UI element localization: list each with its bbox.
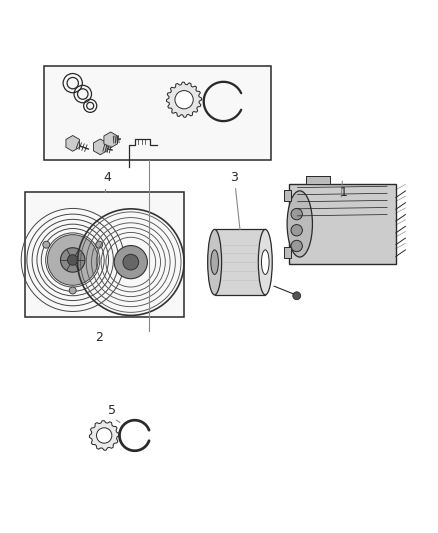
Circle shape xyxy=(69,287,76,294)
Bar xyxy=(215,229,265,295)
Polygon shape xyxy=(89,421,119,450)
Ellipse shape xyxy=(208,229,222,295)
Circle shape xyxy=(96,428,112,443)
Ellipse shape xyxy=(258,229,272,295)
Circle shape xyxy=(96,241,102,248)
Circle shape xyxy=(291,208,302,220)
Bar xyxy=(284,190,291,201)
Bar xyxy=(306,176,330,183)
Polygon shape xyxy=(166,82,201,117)
Circle shape xyxy=(43,241,50,248)
Circle shape xyxy=(293,292,300,300)
FancyBboxPatch shape xyxy=(289,183,396,264)
Bar xyxy=(44,66,272,159)
Polygon shape xyxy=(104,132,117,148)
Ellipse shape xyxy=(287,191,312,257)
Bar xyxy=(284,247,291,258)
Text: 3: 3 xyxy=(230,171,238,183)
Circle shape xyxy=(60,248,85,272)
Polygon shape xyxy=(93,139,107,155)
Bar xyxy=(25,192,184,317)
Circle shape xyxy=(67,255,78,265)
Ellipse shape xyxy=(261,250,269,274)
Text: 2: 2 xyxy=(95,331,103,344)
Ellipse shape xyxy=(211,250,219,274)
Text: 1: 1 xyxy=(339,186,347,199)
Circle shape xyxy=(114,246,148,279)
Circle shape xyxy=(291,240,302,252)
Circle shape xyxy=(47,235,98,285)
Circle shape xyxy=(175,91,193,109)
Text: 4: 4 xyxy=(104,171,112,183)
Circle shape xyxy=(291,224,302,236)
Circle shape xyxy=(123,254,139,270)
Polygon shape xyxy=(66,135,80,151)
Text: 5: 5 xyxy=(108,404,116,417)
